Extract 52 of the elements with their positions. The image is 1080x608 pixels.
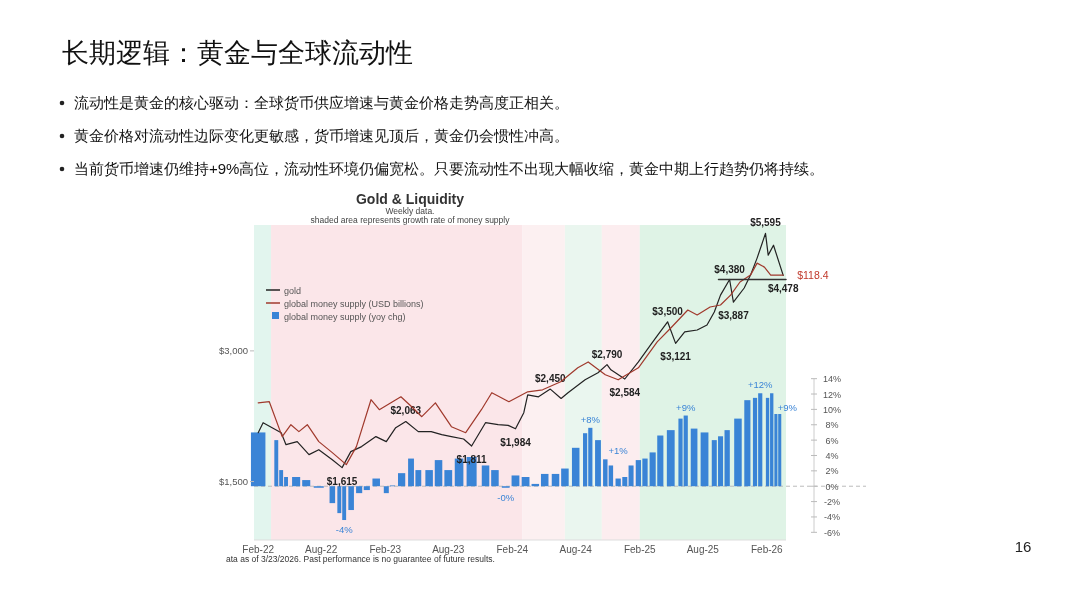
y-tick-label: $1,500 bbox=[218, 476, 248, 488]
data-label: $1,984 bbox=[500, 436, 532, 448]
x-tick-label: Aug-24 bbox=[559, 544, 593, 555]
y2-tick-label: 10% bbox=[822, 404, 842, 415]
y2-tick-label: -4% bbox=[823, 512, 841, 523]
data-label: +9% bbox=[676, 401, 696, 413]
chart-title: Gold & Liquidity bbox=[355, 191, 465, 207]
annotation: shaded area represents growth rate of money supply bbox=[310, 215, 511, 225]
data-label: $4,478 bbox=[767, 283, 799, 295]
x-tick-label: Aug-25 bbox=[686, 544, 720, 555]
text: 16 bbox=[1014, 538, 1032, 555]
data-label: $2,450 bbox=[534, 373, 567, 385]
data-label: $3,887 bbox=[718, 310, 750, 322]
data-label: $3,500 bbox=[652, 305, 684, 317]
y2-tick-label: -2% bbox=[823, 497, 841, 508]
x-tick-label: Feb-24 bbox=[496, 544, 529, 555]
y-tick-label: $3,000 bbox=[218, 345, 248, 357]
legend-label: global money supply (yoy chg) bbox=[284, 311, 406, 322]
y2-tick-label: 6% bbox=[825, 435, 839, 446]
text: 流动性是黄金的核心驱动：全球货币供应增速与黄金价格走势高度正相关。 bbox=[74, 94, 569, 111]
data-label: $1,615 bbox=[326, 475, 358, 487]
x-tick-label: Feb-25 bbox=[623, 544, 657, 555]
data-label: $3,121 bbox=[660, 351, 692, 363]
text: 长期逻辑：黄金与全球流动性 bbox=[62, 38, 413, 68]
x-tick-label: Feb-22 bbox=[242, 544, 275, 555]
x-tick-label: Aug-23 bbox=[432, 544, 465, 555]
y2-tick-label: 12% bbox=[822, 389, 842, 400]
text: 黄金价格对流动性边际变化更敏感，货币增速见顶后，黄金仍会惯性冲高。 bbox=[74, 127, 569, 144]
text: 当前货币增速仍维持+9%高位，流动性环境仍偏宽松。只要流动性不出现大幅收缩，黄金中期上行趋势仍将持续。 bbox=[74, 160, 825, 177]
x-tick-label: Feb-23 bbox=[369, 544, 402, 555]
data-label: +9% bbox=[777, 402, 798, 413]
data-label: -0% bbox=[497, 491, 515, 503]
y2-tick-label: 8% bbox=[825, 420, 839, 431]
annotation: $118.4 bbox=[797, 269, 829, 282]
y2-tick-label: 0% bbox=[825, 481, 839, 492]
legend-label: global money supply (USD billions) bbox=[284, 298, 424, 309]
x-tick-label: Aug-22 bbox=[305, 544, 338, 555]
data-label: -4% bbox=[335, 524, 354, 536]
y2-tick-label: 2% bbox=[825, 466, 839, 477]
data-label: +8% bbox=[580, 413, 601, 425]
data-label: $5,595 bbox=[750, 217, 782, 229]
y2-tick-label: 4% bbox=[825, 450, 839, 461]
chart-subtitle: Weekly data. bbox=[385, 206, 435, 216]
data-label: $2,584 bbox=[609, 387, 641, 399]
legend-label: gold bbox=[284, 285, 302, 296]
data-label: +1% bbox=[608, 445, 629, 457]
data-label: $4,380 bbox=[714, 263, 746, 275]
y2-tick-label: 14% bbox=[822, 374, 842, 385]
y2-tick-label: -6% bbox=[823, 527, 841, 538]
data-label: +12% bbox=[747, 379, 774, 391]
x-tick-label: Feb-26 bbox=[751, 544, 784, 555]
data-label: $2,790 bbox=[591, 348, 623, 360]
